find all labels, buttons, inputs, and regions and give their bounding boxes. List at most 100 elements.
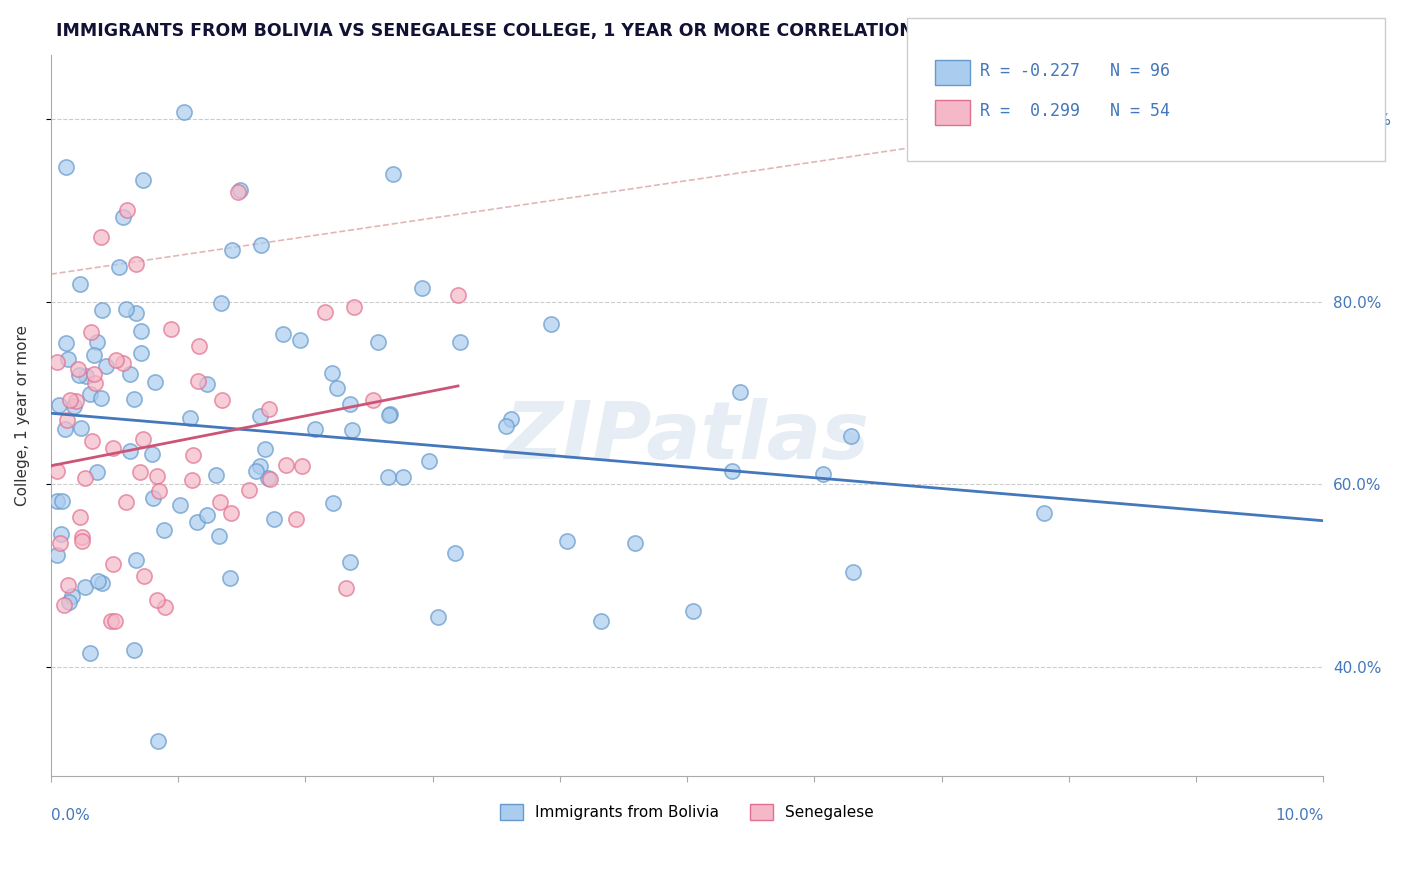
- Point: [228, 183, 250, 197]
- Point: [112, 355, 135, 369]
- Point: [94, 359, 117, 374]
- Text: Source: ZipAtlas.com: Source: ZipAtlas.com: [1223, 22, 1371, 37]
- Point: [58, 578, 80, 592]
- Point: [58, 352, 80, 367]
- Point: [118, 367, 141, 381]
- Point: [104, 352, 127, 367]
- Point: [205, 467, 228, 482]
- Point: [322, 496, 344, 510]
- Point: [730, 385, 752, 400]
- Point: [122, 643, 145, 657]
- Point: [73, 471, 96, 485]
- Text: R =  0.299   N = 54: R = 0.299 N = 54: [980, 103, 1170, 120]
- Point: [555, 534, 578, 549]
- Point: [169, 498, 191, 512]
- Point: [80, 434, 103, 449]
- Point: [83, 367, 105, 381]
- Point: [146, 469, 169, 483]
- Point: [284, 512, 307, 526]
- Point: [426, 610, 449, 624]
- Point: [141, 447, 163, 461]
- Point: [86, 465, 108, 479]
- Point: [125, 257, 148, 271]
- Point: [83, 349, 105, 363]
- Point: [63, 400, 86, 414]
- Point: [86, 574, 108, 588]
- Point: [132, 173, 155, 187]
- Point: [125, 306, 148, 320]
- Point: [65, 394, 87, 409]
- Point: [342, 424, 364, 438]
- Point: [48, 398, 70, 412]
- Point: [811, 467, 834, 481]
- Point: [90, 576, 112, 591]
- Point: [69, 510, 91, 524]
- Point: [291, 458, 314, 473]
- Point: [79, 646, 101, 660]
- Point: [209, 295, 232, 310]
- Point: [314, 305, 336, 319]
- Point: [274, 458, 297, 472]
- Point: [125, 553, 148, 567]
- Point: [134, 569, 156, 583]
- Text: 10.0%: 10.0%: [1275, 808, 1323, 823]
- Point: [418, 454, 440, 468]
- Point: [128, 465, 150, 479]
- Point: [381, 167, 404, 181]
- Point: [53, 599, 76, 613]
- Point: [143, 375, 166, 389]
- Point: [101, 557, 124, 571]
- Point: [326, 381, 349, 395]
- Point: [304, 421, 326, 435]
- Point: [208, 529, 231, 543]
- Point: [187, 339, 209, 353]
- Text: 0.0%: 0.0%: [51, 808, 90, 823]
- Point: [69, 421, 91, 435]
- Point: [104, 614, 127, 628]
- Point: [183, 448, 205, 462]
- Point: [245, 464, 267, 478]
- Point: [257, 402, 280, 417]
- Point: [46, 355, 69, 369]
- Point: [51, 526, 73, 541]
- Point: [79, 325, 101, 339]
- Point: [249, 458, 271, 473]
- Point: [623, 535, 645, 549]
- Point: [49, 536, 72, 550]
- Point: [226, 185, 249, 199]
- Point: [118, 444, 141, 458]
- Point: [53, 422, 76, 436]
- Point: [211, 392, 233, 407]
- Point: [115, 495, 138, 509]
- Point: [495, 418, 517, 433]
- Point: [86, 335, 108, 350]
- Point: [209, 495, 232, 509]
- Point: [238, 483, 260, 498]
- Point: [187, 374, 209, 388]
- Point: [288, 334, 311, 348]
- Point: [108, 260, 131, 274]
- Y-axis label: College, 1 year or more: College, 1 year or more: [15, 326, 30, 506]
- Point: [447, 288, 470, 302]
- Text: ZIPatlas: ZIPatlas: [505, 399, 869, 476]
- Point: [842, 566, 865, 580]
- Point: [84, 376, 107, 391]
- Point: [321, 367, 343, 381]
- Point: [46, 548, 69, 562]
- Point: [219, 571, 242, 585]
- Text: R = -0.227   N = 96: R = -0.227 N = 96: [980, 62, 1170, 80]
- Point: [141, 491, 163, 506]
- Point: [444, 546, 467, 560]
- Point: [219, 506, 242, 520]
- Point: [69, 277, 91, 291]
- Point: [343, 300, 366, 314]
- Point: [101, 441, 124, 455]
- Point: [682, 604, 704, 618]
- Point: [132, 433, 155, 447]
- Point: [249, 409, 271, 423]
- Point: [540, 317, 562, 331]
- Point: [256, 471, 278, 485]
- Point: [90, 391, 112, 405]
- Point: [100, 614, 122, 628]
- Point: [221, 243, 243, 257]
